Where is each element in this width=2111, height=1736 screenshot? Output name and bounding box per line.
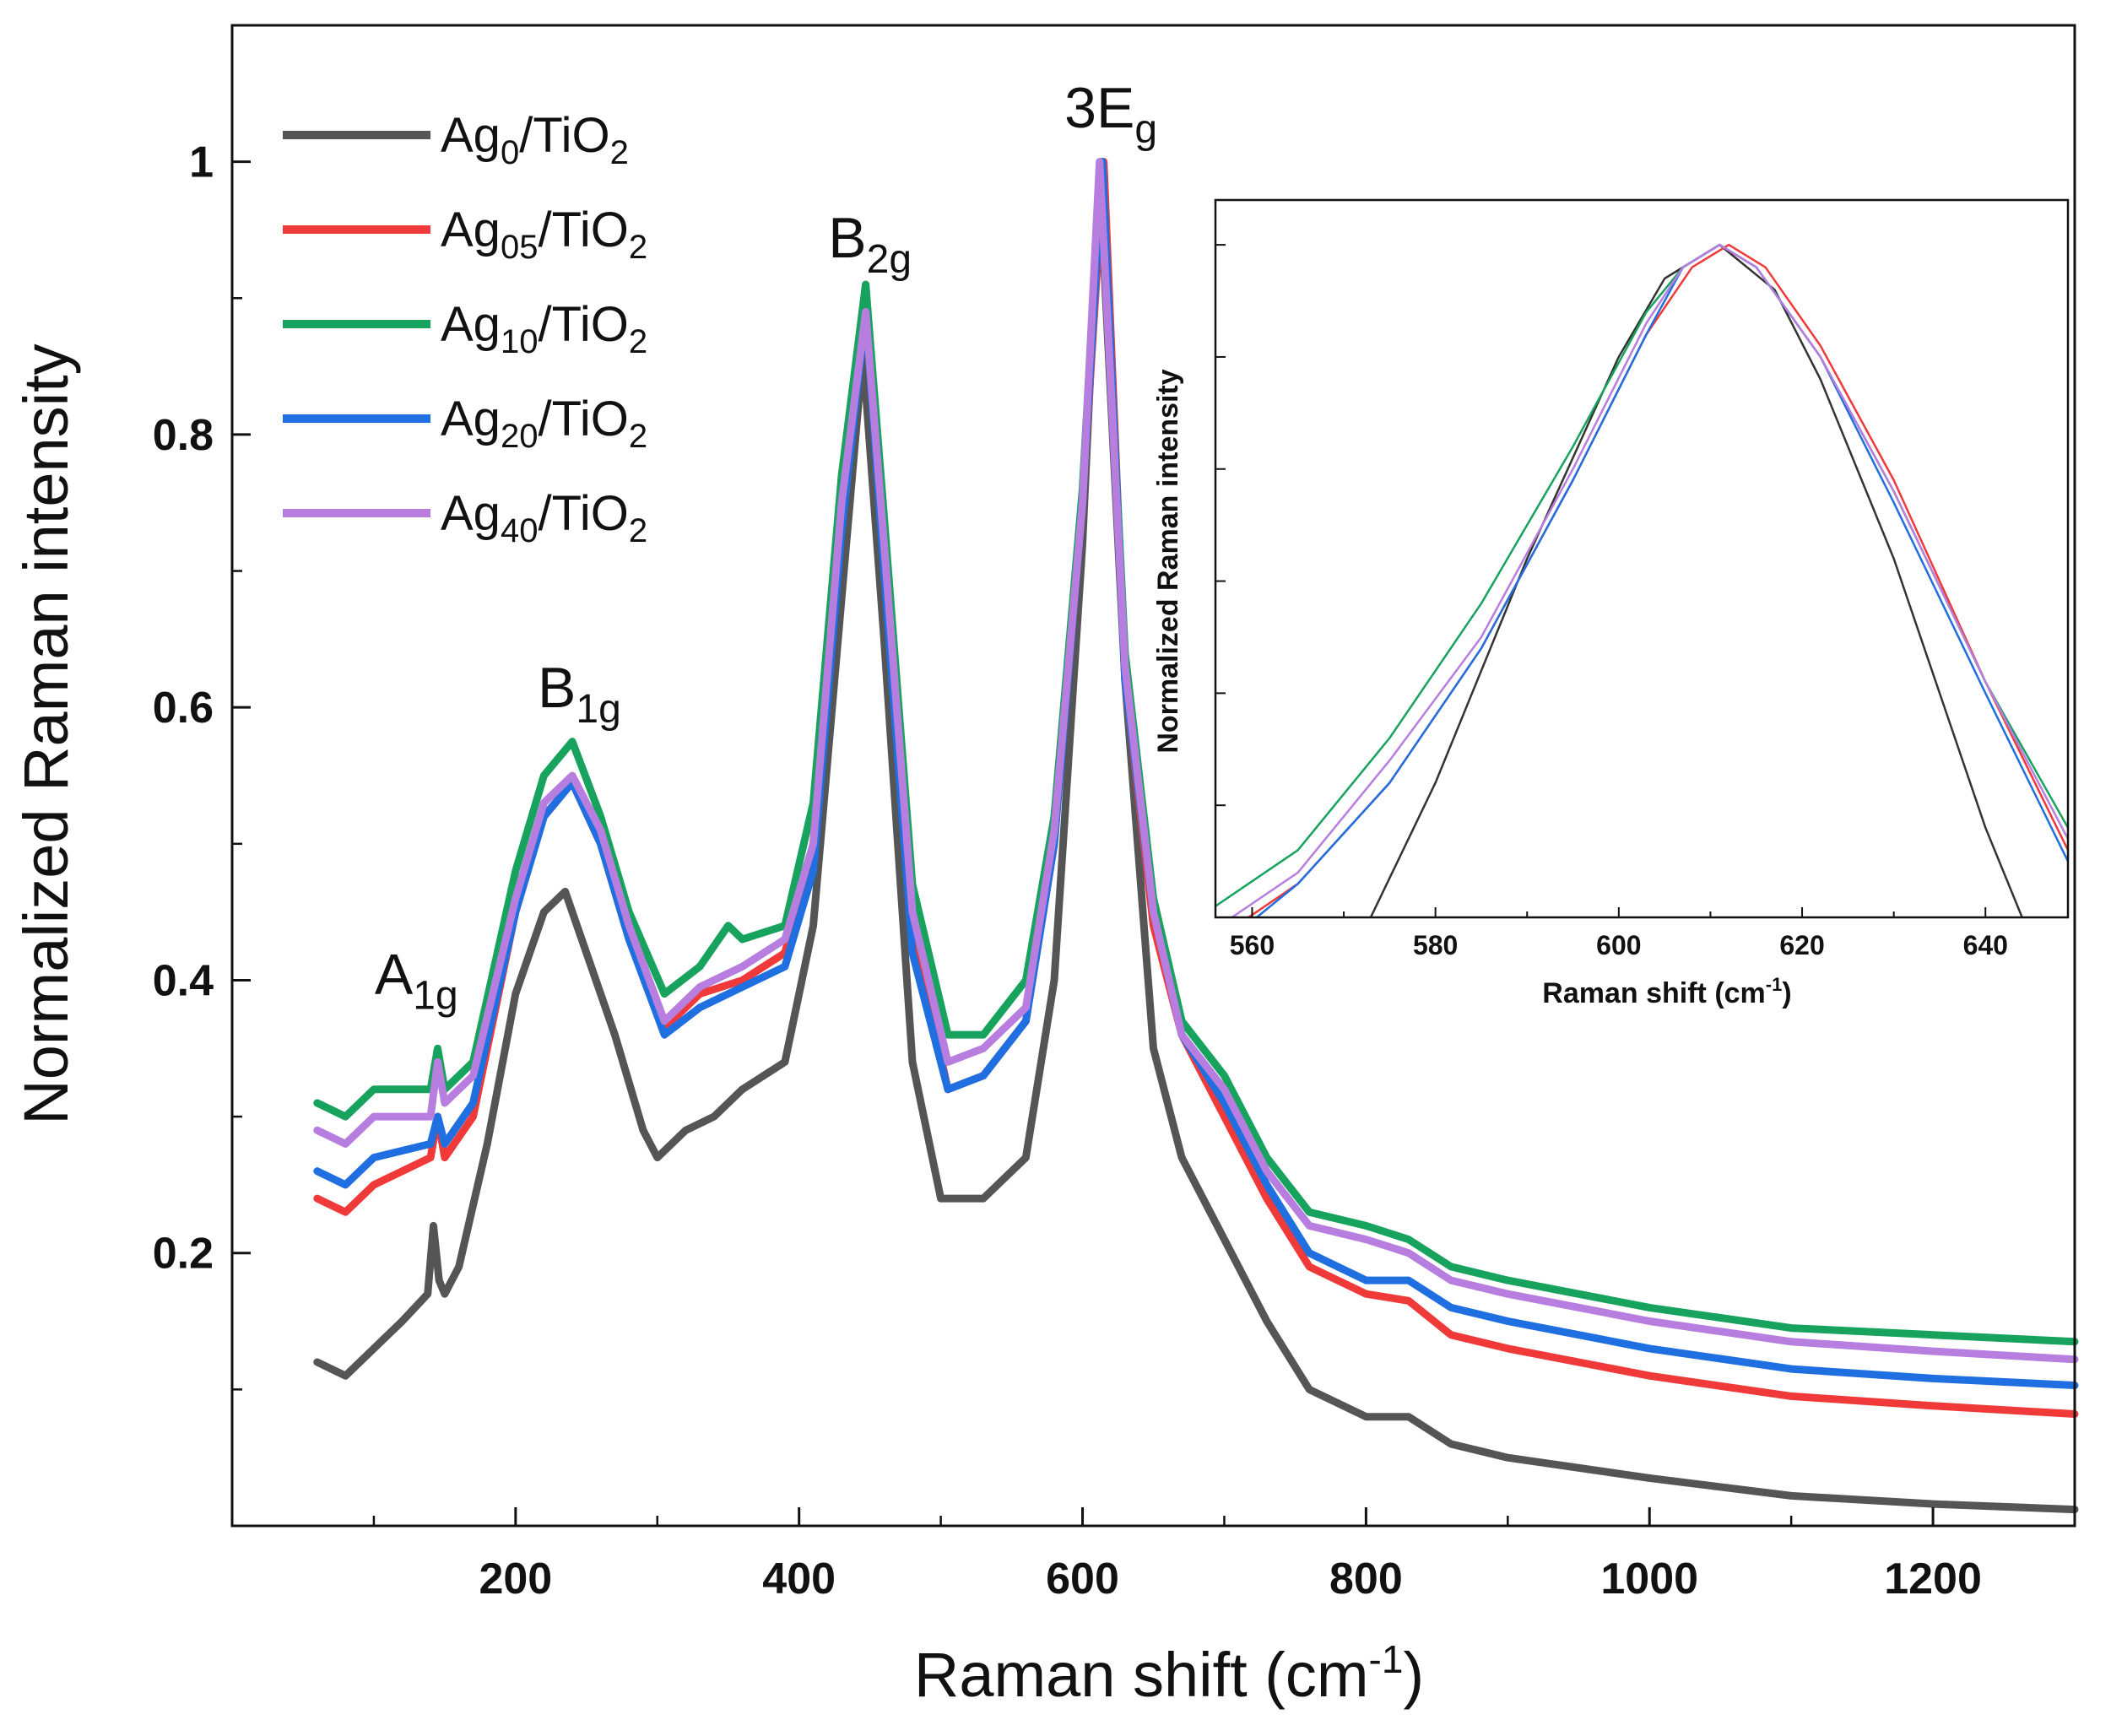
inset-x-tick-label: 640 xyxy=(1963,930,2008,960)
peak-label-sub: g xyxy=(1134,107,1157,152)
legend-label-sub: 10 xyxy=(501,323,539,360)
main-plot-frame xyxy=(230,24,2076,1528)
legend-label-2: Ag10/TiO2 xyxy=(441,297,647,360)
main-x-ticks: 200 400 600 800 1000 1200 xyxy=(372,1507,2076,1604)
main-chart: 200 400 600 800 1000 1200 0.20.40.60.81 A1gB1… xyxy=(11,24,2079,1710)
legend-label-tail-sub: 2 xyxy=(629,229,647,266)
peak-label-1: B1g xyxy=(538,656,621,732)
peak-label-base: A xyxy=(375,943,414,1007)
peak-label-base: B xyxy=(828,206,866,270)
main-y-tick-label: 0.2 xyxy=(153,1230,214,1279)
legend: Ag0/TiO2Ag05/TiO2Ag10/TiO2Ag20/TiO2Ag40/… xyxy=(283,108,647,549)
main-x-tick-label: 1000 xyxy=(1600,1555,1698,1604)
main-series-line-4 xyxy=(313,158,2079,1364)
peak-label-sub: 2g xyxy=(867,237,912,282)
legend-label-base: Ag xyxy=(441,486,501,541)
legend-label-tail: /TiO xyxy=(538,392,628,446)
peak-label-sub: 1g xyxy=(413,974,457,1019)
legend-label-sub: 0 xyxy=(501,134,519,171)
main-x-tick-label: 1200 xyxy=(1884,1555,1982,1604)
inset-background xyxy=(1215,200,2068,917)
inset-x-tick-label: 620 xyxy=(1779,930,1824,960)
main-x-axis-title-close: ) xyxy=(1403,1640,1424,1710)
legend-label-1: Ag05/TiO2 xyxy=(441,203,647,266)
main-y-tick-label: 1 xyxy=(189,138,214,187)
peak-label-base: B xyxy=(538,656,576,720)
inset-plot-frame xyxy=(1214,198,2070,919)
legend-label-base: Ag xyxy=(441,203,501,257)
legend-label-4: Ag40/TiO2 xyxy=(441,486,647,549)
legend-label-sub: 05 xyxy=(501,229,539,266)
legend-label-0: Ag0/TiO2 xyxy=(441,108,629,171)
peak-label-base: 3E xyxy=(1064,76,1134,140)
inset-x-axis-title: Raman shift (cm-1) xyxy=(1542,974,1791,1009)
legend-label-tail-sub: 2 xyxy=(610,134,629,171)
main-y-tick-label: 0.8 xyxy=(153,411,214,460)
legend-label-sub: 40 xyxy=(501,512,539,549)
inset-x-tick-label: 580 xyxy=(1413,930,1458,960)
legend-label-sub: 20 xyxy=(501,418,539,455)
main-y-ticks: 0.2 0.4 0.6 0.8 1 xyxy=(153,138,251,1391)
peak-label-0: A1g xyxy=(375,943,458,1019)
inset-series-line-4 xyxy=(1230,243,2068,917)
main-series-group xyxy=(313,158,2079,1514)
peak-label-sub: 1g xyxy=(576,687,620,732)
legend-label-tail: /TiO xyxy=(538,486,628,541)
inset-x-tick-label: 560 xyxy=(1230,930,1275,960)
legend-label-tail-sub: 2 xyxy=(629,512,647,549)
main-x-tick-label: 800 xyxy=(1329,1555,1403,1604)
main-x-axis-title-text: Raman shift (cm xyxy=(914,1640,1369,1710)
legend-label-tail: /TiO xyxy=(519,108,609,163)
main-y-tick-label: 0.6 xyxy=(153,684,214,733)
inset-series-group xyxy=(1215,243,2068,917)
inset-x-axis-title-superscript: -1 xyxy=(1766,974,1783,995)
legend-label-base: Ag xyxy=(441,297,501,352)
main-series-line-0 xyxy=(313,171,2079,1514)
peak-label-2: B2g xyxy=(828,206,912,282)
main-x-tick-label: 200 xyxy=(479,1555,552,1604)
main-x-tick-label: 400 xyxy=(762,1555,836,1604)
legend-label-tail-sub: 2 xyxy=(629,418,647,455)
inset-x-tick-label: 600 xyxy=(1596,930,1641,960)
inset-x-ticks: 560 580 600 620 640 xyxy=(1230,907,2008,960)
legend-label-base: Ag xyxy=(441,108,501,163)
main-y-tick-label: 0.4 xyxy=(153,956,214,1005)
inset-x-axis-title-text: Raman shift (cm xyxy=(1542,977,1766,1009)
legend-label-tail-sub: 2 xyxy=(629,323,647,360)
legend-label-3: Ag20/TiO2 xyxy=(441,392,647,455)
legend-label-tail: /TiO xyxy=(538,297,628,352)
inset-y-axis-title: Normalized Raman intensity xyxy=(1152,369,1184,753)
main-series-line-3 xyxy=(313,158,2079,1389)
main-y-axis-title: Normalized Raman intensity xyxy=(11,343,81,1124)
inset-chart: 560 580 600 620 640 Raman shift (cm-1) Norma… xyxy=(1152,198,2070,1009)
main-x-axis-title-superscript: -1 xyxy=(1369,1637,1404,1681)
main-x-tick-label: 600 xyxy=(1046,1555,1119,1604)
peak-label-3: 3Eg xyxy=(1064,76,1157,152)
legend-label-tail: /TiO xyxy=(538,203,628,257)
legend-label-base: Ag xyxy=(441,392,501,446)
inset-y-ticks xyxy=(1215,244,1226,807)
main-x-axis-title: Raman shift (cm-1) xyxy=(914,1637,1424,1710)
inset-x-axis-title-close: ) xyxy=(1782,977,1791,1009)
